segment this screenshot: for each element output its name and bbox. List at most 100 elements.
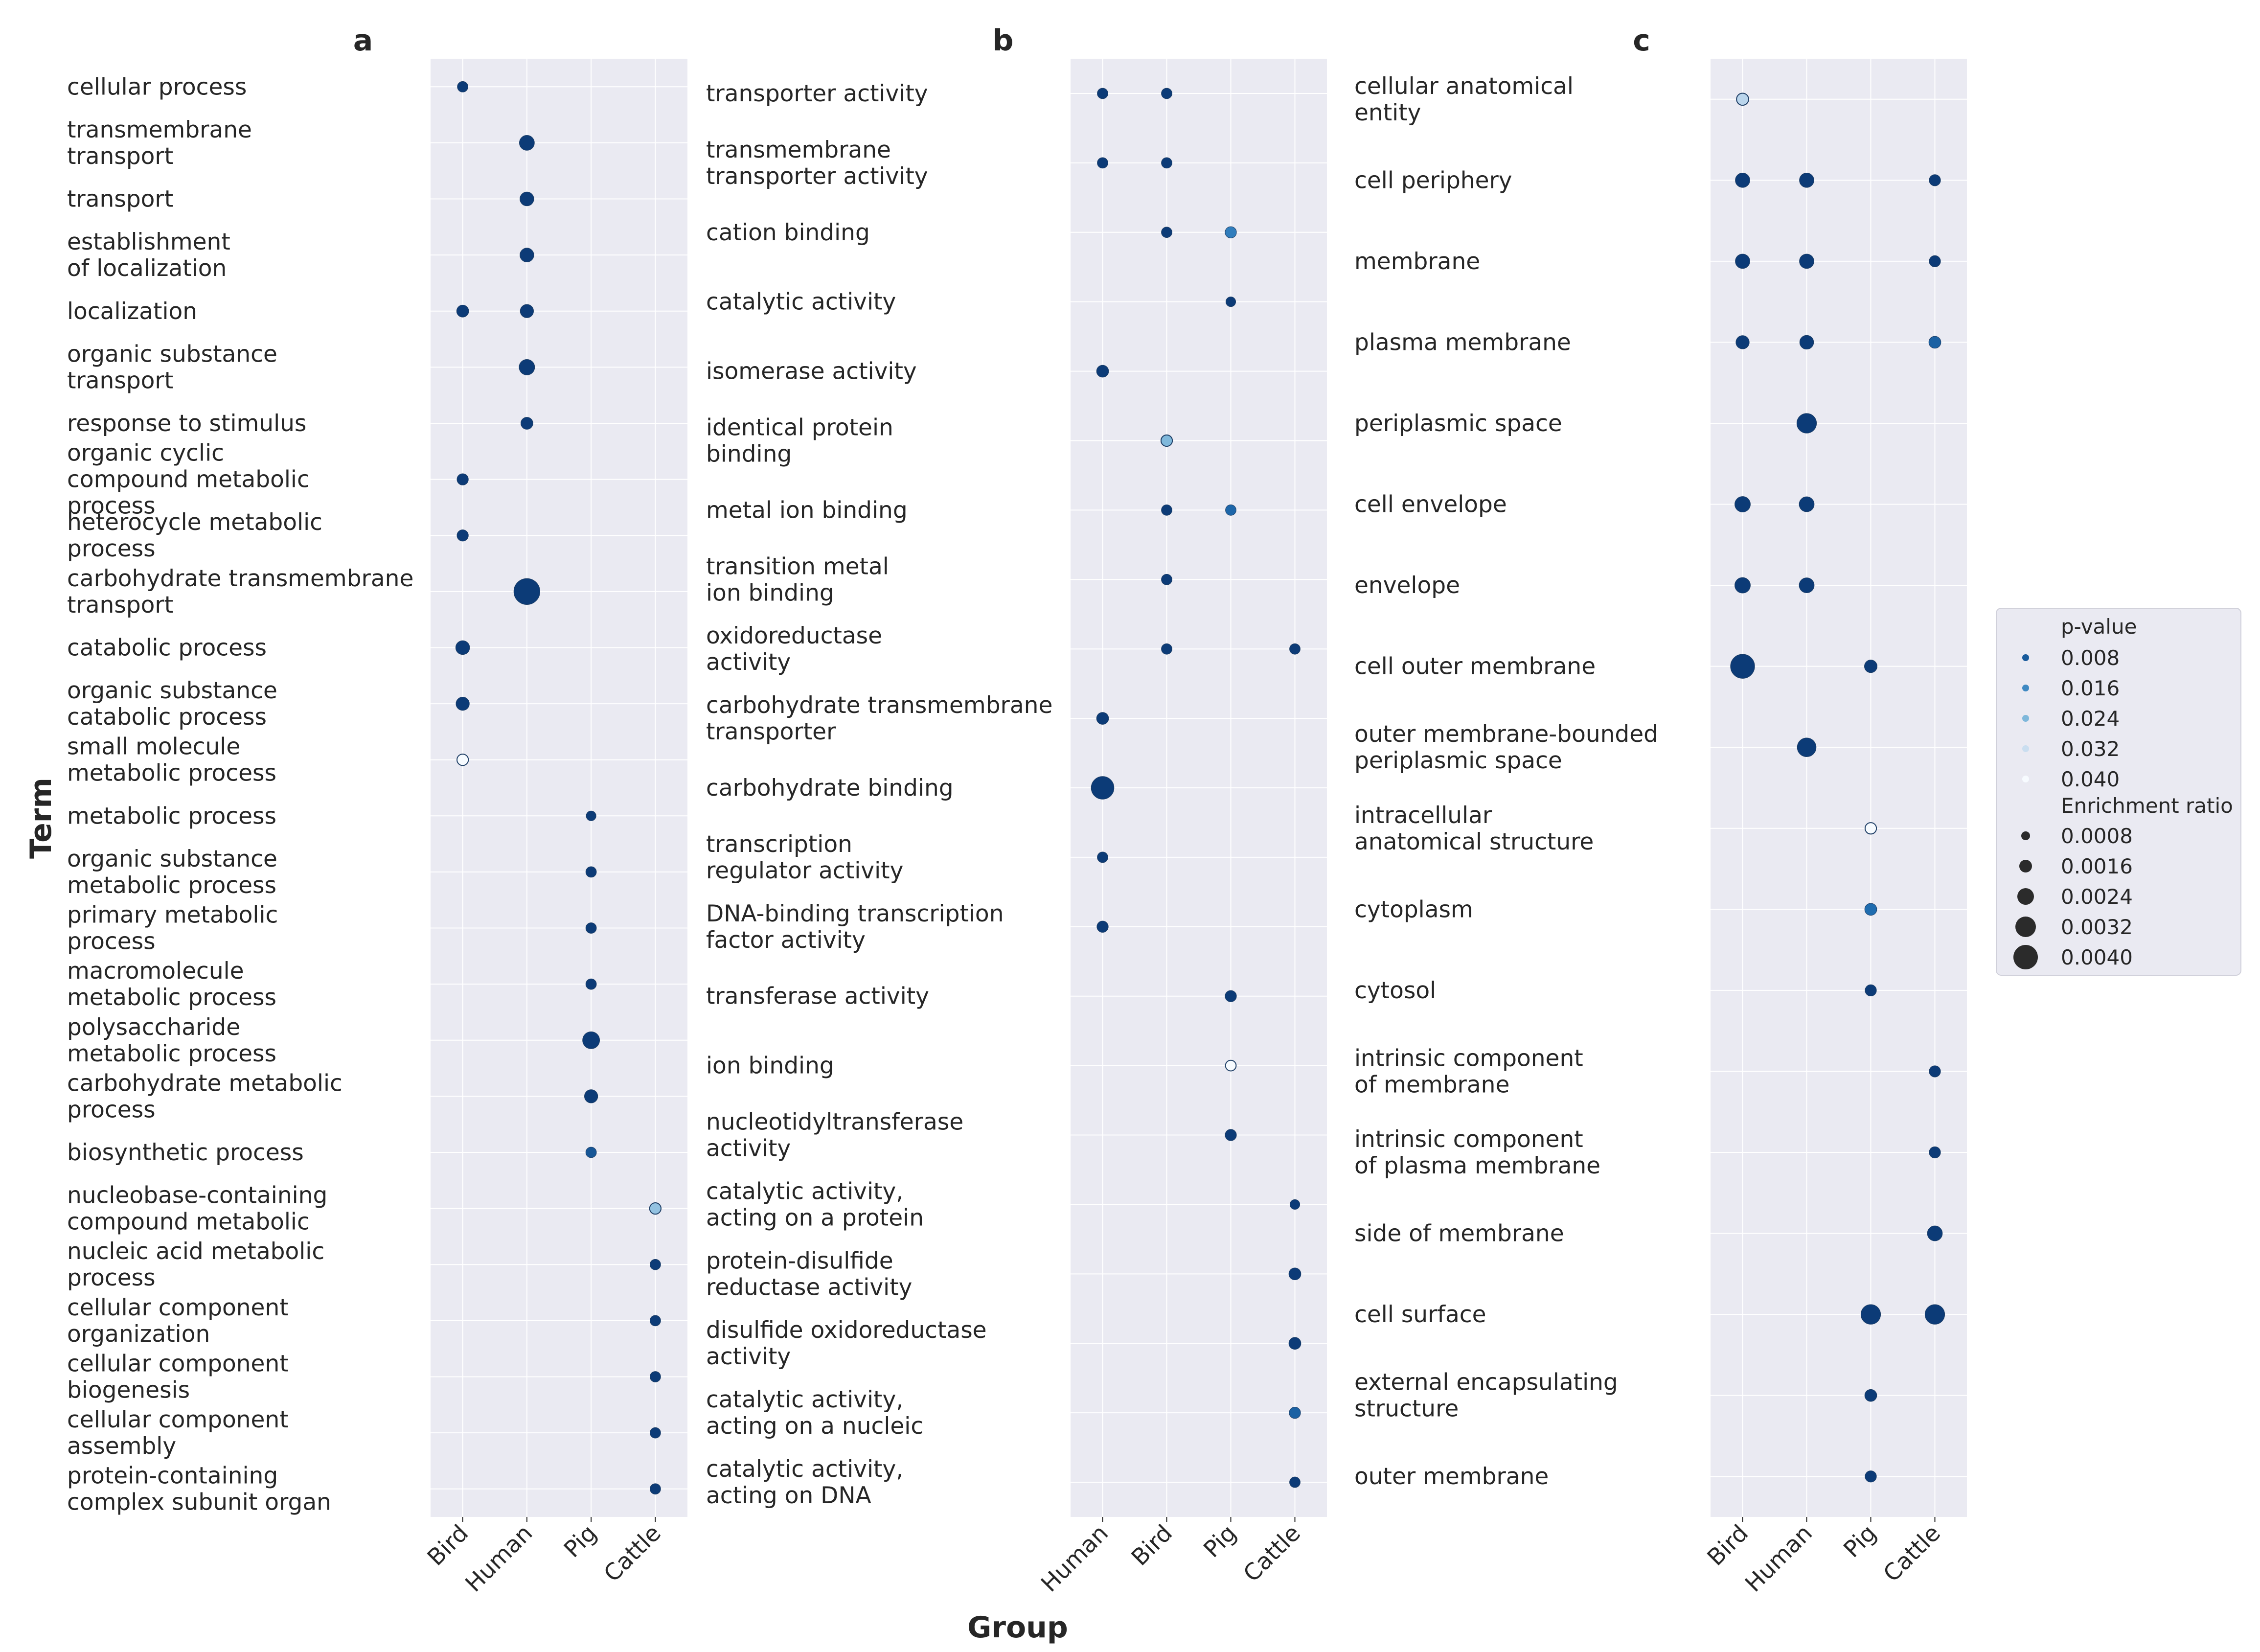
term-label: protein-containing complex subunit organ bbox=[67, 1463, 331, 1516]
data-point bbox=[1161, 227, 1172, 238]
term-label: catalytic activity, acting on a protein bbox=[706, 1178, 924, 1231]
data-point bbox=[1799, 253, 1814, 269]
data-point bbox=[1799, 173, 1814, 188]
x-axis-title: Group bbox=[967, 1610, 1068, 1645]
data-point bbox=[1091, 776, 1115, 800]
data-point bbox=[1864, 822, 1877, 835]
term-label: disulfide oxidoreductase activity bbox=[706, 1317, 987, 1370]
panel-c: c cellular anatomical entity cell periphery… bbox=[1354, 23, 1967, 1597]
data-point bbox=[1161, 157, 1172, 169]
legend: p-value 0.008 0.016 0.024 0.032 0.040 Enrichme… bbox=[1996, 608, 2241, 976]
data-point bbox=[1864, 903, 1877, 916]
data-point bbox=[649, 1371, 661, 1382]
data-point bbox=[1924, 1304, 1945, 1325]
x-tick-label: Pig bbox=[1838, 1520, 1882, 1563]
data-point bbox=[1864, 660, 1877, 673]
term-label: transport bbox=[67, 186, 173, 213]
data-point bbox=[1161, 505, 1172, 516]
plot-background bbox=[1711, 59, 1967, 1517]
x-tick-label: Human bbox=[460, 1520, 538, 1598]
data-point bbox=[649, 1202, 662, 1215]
term-label: cation binding bbox=[706, 219, 870, 246]
data-point bbox=[1860, 1304, 1881, 1325]
data-point bbox=[1735, 253, 1750, 269]
legend-color-marker bbox=[2022, 685, 2029, 691]
legend-size-title: Enrichment ratio bbox=[2061, 794, 2233, 818]
data-point bbox=[457, 529, 469, 542]
data-point bbox=[585, 866, 597, 878]
data-point bbox=[1097, 851, 1108, 863]
x-tick-label: Bird bbox=[1126, 1520, 1178, 1571]
data-point bbox=[1799, 577, 1815, 593]
data-point bbox=[456, 754, 469, 766]
data-point bbox=[1735, 496, 1751, 512]
legend-color-marker bbox=[2022, 745, 2029, 752]
term-label: cellular process bbox=[67, 73, 247, 100]
legend-size-label: 0.0032 bbox=[2061, 915, 2133, 939]
term-label: transmembrane transporter activity bbox=[706, 137, 928, 190]
data-point bbox=[1796, 413, 1817, 434]
data-point bbox=[520, 191, 534, 206]
term-label: protein-disulfide reductase activity bbox=[706, 1247, 913, 1301]
data-point bbox=[649, 1427, 661, 1439]
x-tick-label: Human bbox=[1036, 1520, 1114, 1598]
data-point bbox=[457, 81, 469, 92]
data-point bbox=[1096, 712, 1109, 725]
term-label: transferase activity bbox=[706, 983, 929, 1010]
data-point bbox=[1288, 1337, 1301, 1350]
data-point bbox=[520, 248, 534, 262]
y-axis-title: Term bbox=[24, 778, 58, 859]
data-point bbox=[1160, 434, 1173, 447]
legend-size-marker bbox=[2015, 917, 2036, 937]
term-label: organic substance catabolic process bbox=[67, 677, 277, 731]
legend-color-label: 0.024 bbox=[2061, 707, 2120, 731]
data-point bbox=[649, 1315, 661, 1327]
data-point bbox=[1161, 88, 1172, 99]
data-point bbox=[1289, 1407, 1301, 1419]
term-label: small molecule metabolic process bbox=[67, 734, 276, 787]
data-point bbox=[1730, 654, 1755, 679]
term-label: membrane bbox=[1354, 248, 1480, 275]
term-label: transition metal ion binding bbox=[706, 553, 889, 606]
term-label: oxidoreductase activity bbox=[706, 622, 882, 676]
data-point bbox=[456, 304, 469, 318]
term-label: macromolecule metabolic process bbox=[67, 958, 276, 1011]
term-label: cell envelope bbox=[1354, 491, 1507, 518]
data-point bbox=[649, 1483, 661, 1495]
legend-color-label: 0.040 bbox=[2061, 767, 2120, 791]
panel-a: a cellular process transmembrane transport t… bbox=[67, 23, 687, 1597]
term-label: identical protein binding bbox=[706, 414, 893, 467]
term-label: transcription regulator activity bbox=[706, 831, 903, 884]
legend-size-marker bbox=[2017, 888, 2034, 905]
data-point bbox=[1929, 1065, 1941, 1078]
term-label: cell outer membrane bbox=[1354, 653, 1596, 680]
data-point bbox=[1865, 1470, 1877, 1483]
term-label: organic cyclic compound metabolic process bbox=[67, 440, 310, 520]
term-label: organic substance metabolic process bbox=[67, 846, 277, 899]
data-point bbox=[1865, 984, 1877, 997]
term-label: cellular component biogenesis bbox=[67, 1350, 289, 1403]
term-label: catabolic process bbox=[67, 634, 267, 661]
data-point bbox=[521, 417, 533, 430]
x-tick-label: Cattle bbox=[1238, 1520, 1306, 1587]
term-label: nucleobase-containing compound metabolic bbox=[67, 1182, 327, 1236]
term-label: isomerase activity bbox=[706, 358, 917, 385]
term-label: outer membrane-bounded periplasmic space bbox=[1354, 721, 1658, 774]
panel-letter: a bbox=[353, 23, 373, 58]
data-point bbox=[1289, 1476, 1301, 1488]
legend-color-marker bbox=[2022, 715, 2029, 722]
data-point bbox=[1225, 505, 1236, 516]
term-label: intrinsic component of plasma membrane bbox=[1354, 1126, 1600, 1179]
x-tick-label: Cattle bbox=[1878, 1520, 1946, 1587]
term-label: cellular component organization bbox=[67, 1294, 289, 1348]
term-label: primary metabolic process bbox=[67, 902, 278, 955]
data-point bbox=[584, 1089, 598, 1103]
term-label: carbohydrate transmembrane transport bbox=[67, 565, 413, 619]
term-label: biosynthetic process bbox=[67, 1139, 304, 1166]
data-point bbox=[1288, 1267, 1301, 1281]
data-point bbox=[1225, 226, 1237, 238]
data-point bbox=[586, 810, 596, 821]
data-point bbox=[1928, 336, 1941, 349]
data-point bbox=[1797, 737, 1817, 757]
term-label: plasma membrane bbox=[1354, 329, 1571, 356]
